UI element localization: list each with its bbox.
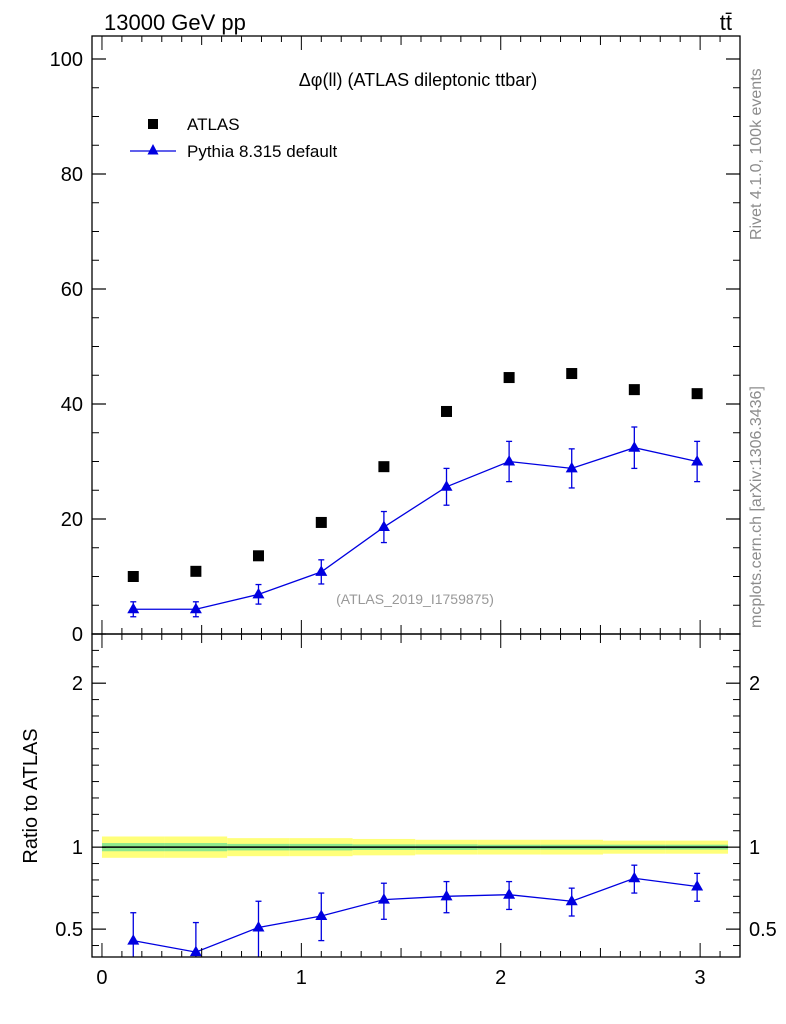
mc-point xyxy=(252,587,265,599)
mc-series-line xyxy=(133,447,698,610)
ratio-series-line xyxy=(133,877,698,953)
mc-point xyxy=(127,602,140,614)
legend-atlas-label: ATLAS xyxy=(187,115,240,134)
mc-point xyxy=(377,520,390,532)
mc-point xyxy=(503,455,516,466)
mc-point xyxy=(565,461,578,473)
atlas-point xyxy=(127,571,139,582)
ratio-point xyxy=(189,945,202,957)
main-y-tick-label: 60 xyxy=(61,279,83,301)
ratio-y-tick-label-right: 2 xyxy=(749,673,760,695)
source-label: mcplots.cern.ch [arXiv:1306.3436] xyxy=(748,386,765,628)
atlas-point xyxy=(190,565,202,577)
ratio-axis-label: Ratio to ATLAS xyxy=(20,728,42,863)
mc-point xyxy=(628,441,641,452)
mc-point xyxy=(440,480,453,491)
ratio-point xyxy=(565,894,578,906)
mc-point xyxy=(315,565,328,576)
ratio-point xyxy=(377,893,390,904)
ratio-reference-band xyxy=(101,836,729,858)
atlas-point xyxy=(628,384,640,396)
legend-mc-marker xyxy=(147,144,159,155)
ratio-point xyxy=(252,920,265,932)
ratio-point xyxy=(691,879,704,891)
x-tick-label: 2 xyxy=(495,967,506,989)
header-energy-label: 13000 GeV pp xyxy=(104,10,246,35)
ratio-point xyxy=(127,934,140,945)
ratio-y-tick-label: 1 xyxy=(72,837,83,859)
plot-title: Δφ(ll) (ATLAS dileptonic ttbar) xyxy=(299,70,537,90)
main-panel: Δφ(ll) (ATLAS dileptonic ttbar) (ATLAS_2… xyxy=(50,35,741,646)
ratio-panel: 0.5 0.5 1 1 2 2 0 1 2 3 Ratio to ATLAS xyxy=(20,633,777,989)
ratio-frame xyxy=(91,633,741,958)
main-y-tick-label: 40 xyxy=(61,394,83,416)
atlas-point xyxy=(566,368,578,380)
legend: ATLAS Pythia 8.315 default xyxy=(130,115,338,161)
main-y-tick-label: 100 xyxy=(50,49,83,71)
ratio-point xyxy=(503,888,516,899)
atlas-point xyxy=(378,461,390,473)
atlas-point xyxy=(315,516,327,528)
main-marks xyxy=(127,368,704,618)
rivet-version-label: Rivet 4.1.0, 100k events xyxy=(748,68,765,240)
ratio-y-tick-label-right: 1 xyxy=(749,837,760,859)
x-tick-label: 3 xyxy=(695,967,706,989)
ratio-point xyxy=(440,889,453,901)
atlas-point xyxy=(252,550,264,562)
ratio-marks xyxy=(127,864,704,957)
mc-point xyxy=(691,455,704,466)
main-y-tick-label: 80 xyxy=(61,164,83,186)
analysis-label: (ATLAS_2019_I1759875) xyxy=(336,591,494,607)
x-tick-label: 0 xyxy=(96,967,107,989)
ratio-point xyxy=(315,909,328,921)
ratio-y-tick-label: 2 xyxy=(72,673,83,695)
atlas-point xyxy=(691,388,703,400)
legend-atlas-marker xyxy=(148,119,158,129)
main-y-tick-label: 0 xyxy=(72,624,83,646)
main-y-tick-label: 20 xyxy=(61,509,83,531)
legend-mc-label: Pythia 8.315 default xyxy=(187,142,338,161)
header-process-label: tt̄ xyxy=(720,10,732,35)
ratio-y-tick-label-right: 0.5 xyxy=(749,919,777,941)
ratio-axes: 0.5 0.5 1 1 2 2 0 1 2 3 xyxy=(55,634,777,989)
atlas-point xyxy=(441,405,453,417)
x-tick-label: 1 xyxy=(296,967,307,989)
ratio-point xyxy=(628,871,641,883)
mc-point xyxy=(189,602,202,614)
ratio-y-tick-label: 0.5 xyxy=(55,919,83,941)
atlas-point xyxy=(503,372,515,384)
main-axes: 0 20 40 60 80 100 xyxy=(50,36,740,646)
